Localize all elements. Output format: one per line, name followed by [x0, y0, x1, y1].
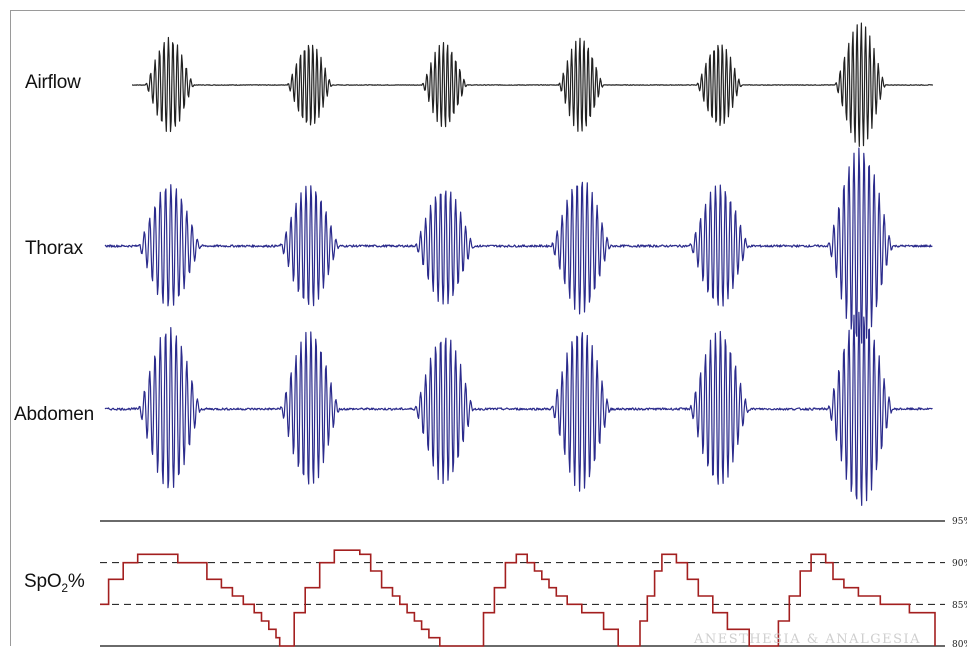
journal-watermark: ANESTHESIA & ANALGESIA	[694, 632, 922, 647]
abdomen-label: Abdomen	[14, 404, 94, 425]
thorax-label: Thorax	[25, 238, 83, 259]
spo2-label: SpO2%	[24, 571, 85, 595]
spo2-tick-80: 80%	[952, 640, 967, 650]
series-spo2-trace	[100, 549, 936, 647]
spo2-tick-85: 85%	[952, 601, 967, 611]
plot-frame	[10, 10, 965, 646]
spo2-tick-90: 90%	[952, 559, 967, 569]
spo2-label-main: SpO	[24, 571, 62, 592]
spo2-tick-95: 95%	[952, 517, 967, 527]
airflow-label: Airflow	[25, 72, 81, 93]
spo2-label-suffix: %	[67, 571, 85, 592]
spo2-label-sub: 2	[61, 580, 68, 595]
series-abdomen-trace	[104, 311, 933, 506]
series-airflow-trace	[132, 22, 934, 147]
series-thorax-trace	[104, 147, 933, 344]
